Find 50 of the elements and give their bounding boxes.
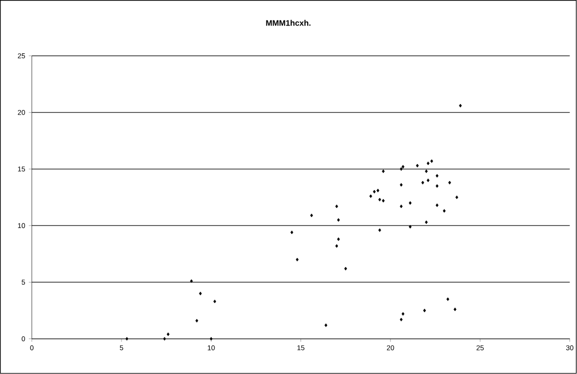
point	[426, 162, 430, 166]
point	[337, 238, 340, 242]
point	[421, 180, 424, 185]
point	[163, 337, 166, 341]
point	[296, 258, 299, 262]
point	[400, 204, 403, 208]
point	[400, 318, 403, 322]
point	[424, 170, 428, 174]
point	[378, 198, 382, 202]
point	[436, 184, 438, 188]
point	[408, 201, 412, 205]
point	[454, 308, 456, 312]
point	[423, 308, 426, 312]
point	[324, 324, 328, 328]
point	[199, 292, 202, 296]
point	[402, 165, 404, 169]
point	[310, 214, 313, 218]
point	[436, 174, 438, 178]
point	[408, 225, 412, 229]
point	[213, 300, 216, 304]
point	[442, 209, 446, 213]
point	[416, 164, 419, 168]
point	[400, 167, 403, 171]
point	[335, 244, 338, 248]
point	[378, 228, 382, 232]
point	[400, 183, 403, 187]
point	[382, 199, 385, 203]
chart-title: MMM1hcxh.	[266, 20, 310, 26]
point	[382, 170, 385, 174]
point	[337, 218, 340, 222]
point	[448, 180, 452, 185]
point	[369, 194, 372, 198]
point	[436, 204, 438, 208]
point	[372, 190, 376, 194]
point	[344, 266, 348, 271]
point	[426, 178, 430, 182]
point	[190, 279, 193, 284]
point	[402, 312, 404, 316]
point	[166, 332, 170, 336]
point	[290, 230, 294, 234]
point	[195, 319, 198, 323]
point	[424, 220, 428, 224]
point	[430, 159, 434, 164]
point	[125, 337, 128, 341]
point	[210, 337, 213, 341]
point	[455, 196, 458, 200]
point	[376, 188, 380, 192]
point	[446, 298, 450, 302]
point	[458, 104, 462, 108]
point	[335, 204, 338, 208]
